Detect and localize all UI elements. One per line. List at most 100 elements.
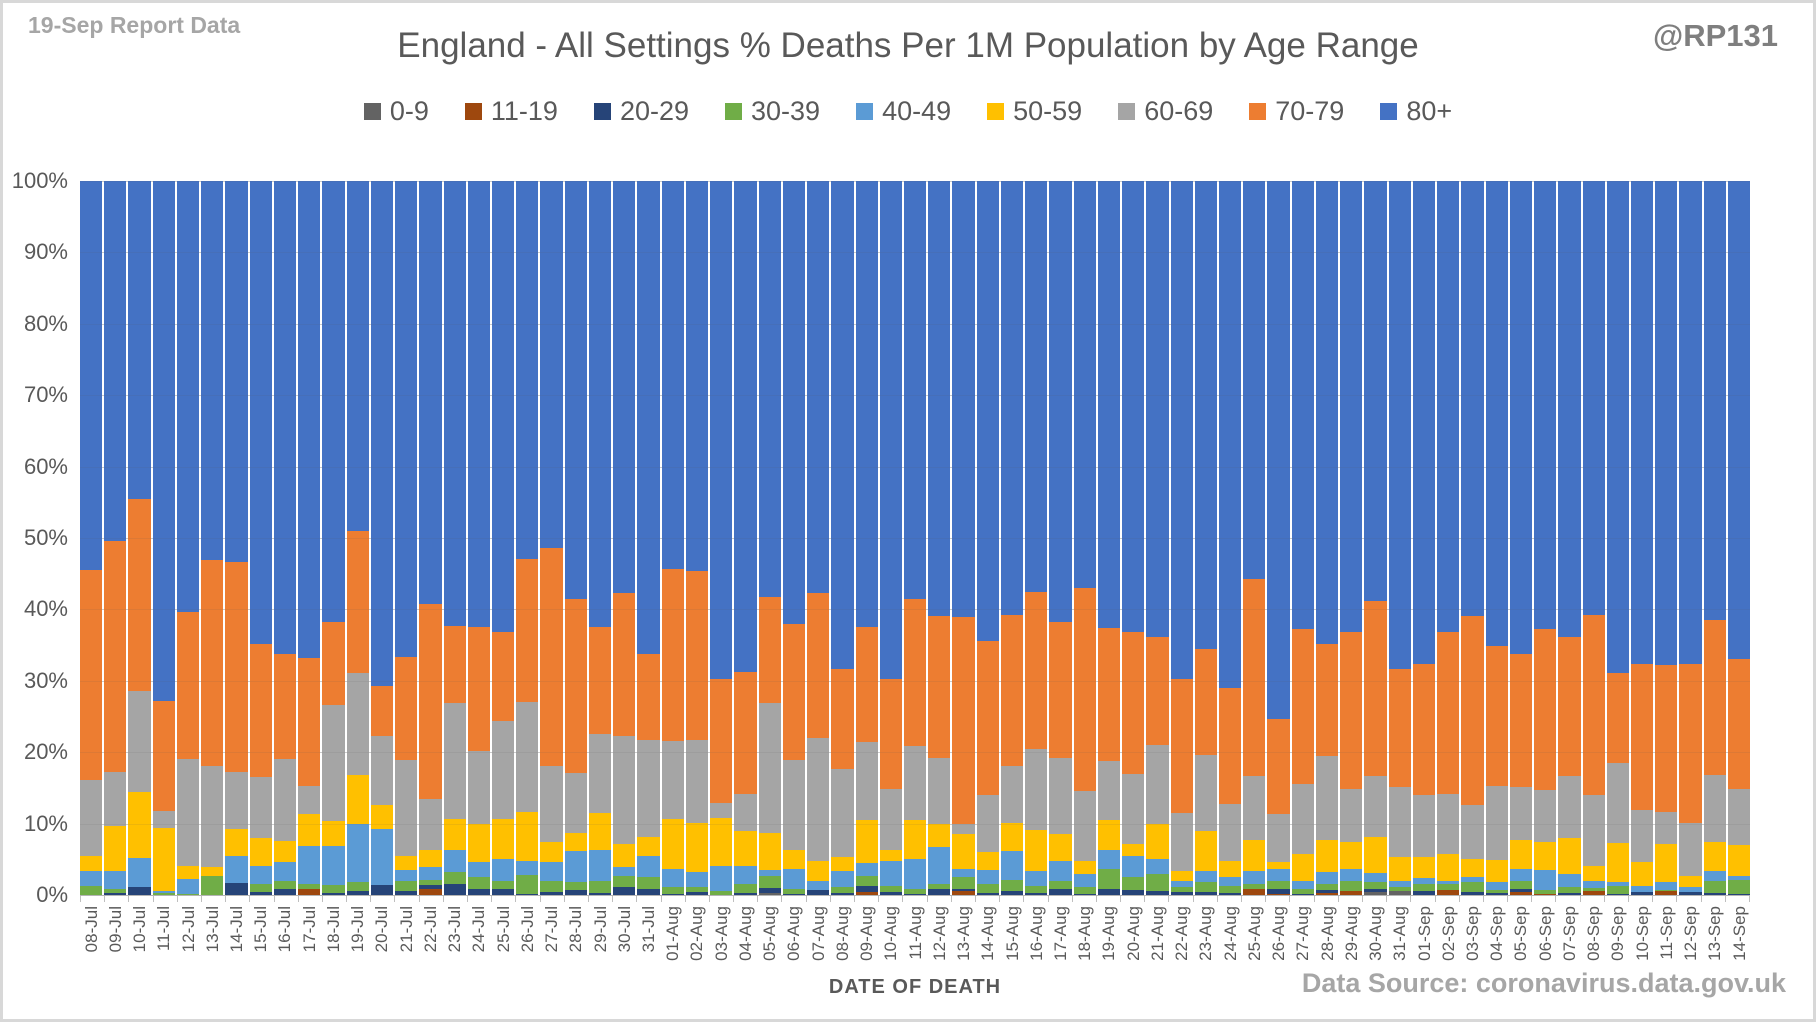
bar-segment-50-59 [467,824,490,863]
bar-segment-30-39 [710,891,733,895]
x-tick [420,896,444,902]
bar-segment-0-9 [758,892,781,895]
bar-segment-70-79 [176,612,200,760]
y-tick-label: 70% [23,382,68,408]
bar-segment-11-19 [1534,893,1557,895]
bar-column-08-Jul [80,181,103,895]
bar-segment-80+ [419,181,442,605]
x-tick-label-cell: 15-Aug [1001,906,1023,972]
bar-column-28-Aug [1315,181,1339,895]
bar-segment-80+ [1509,181,1533,655]
x-tick-label-cell: 20-Aug [1122,906,1144,972]
bar-segment-60-69 [1558,775,1581,838]
bar-segment-50-59 [928,823,951,848]
bar-segment-40-49 [443,849,466,873]
bar-segment-20-29 [734,892,757,895]
bar-segment-80+ [1049,181,1072,623]
bar-segment-80+ [1437,181,1460,633]
legend-swatch-icon [725,103,743,120]
bar-segment-40-49 [225,855,248,883]
bar-segment-40-49 [176,878,200,894]
bar-column-10-Jul [128,181,151,895]
bar-segment-20-29 [903,893,927,895]
bar-segment-60-69 [661,741,684,819]
bar-segment-60-69 [395,760,418,856]
bar-segment-40-49 [491,859,515,881]
x-tick [1000,896,1025,902]
bar-segment-70-79 [1388,669,1411,788]
bar-column-15-Jul [249,181,272,895]
bar-segment-70-79 [807,592,830,738]
bar-segment-50-59 [1534,842,1557,870]
bar-segment-60-69 [152,810,175,828]
legend-swatch-icon [1249,103,1267,120]
bar-segment-30-39 [1267,880,1290,889]
bar-segment-30-39 [1655,889,1678,892]
bar-segment-40-49 [419,867,442,880]
bar-segment-20-29 [1558,892,1581,895]
bar-segment-40-49 [1412,877,1436,885]
bar-segment-70-79 [1000,615,1024,767]
x-tick [662,896,686,902]
x-tick-label: 12-Aug [929,906,949,961]
bar-segment-70-79 [1097,627,1121,761]
x-tick [1387,896,1412,902]
x-tick-label: 14-Jul [227,906,247,953]
bar-column-13-Aug [952,181,975,895]
bar-segment-50-59 [1291,853,1314,882]
x-tick [1266,896,1291,902]
bar-column-10-Aug [879,181,902,895]
x-tick-label: 17-Jul [299,906,319,953]
bar-column-09-Aug [855,181,878,895]
bar-segment-30-39 [613,875,636,888]
bar-segment-30-39 [1097,868,1121,889]
bar-segment-40-49 [976,869,999,885]
bar-segment-80+ [1000,181,1024,616]
bar-segment-50-59 [1049,834,1072,862]
bar-segment-70-79 [661,568,684,742]
bar-segment-80+ [1267,181,1290,719]
x-tick-label-cell: 28-Aug [1316,906,1338,972]
x-tick [1411,896,1436,902]
bar-column-27-Aug [1291,181,1314,895]
bar-column-29-Aug [1340,181,1363,895]
bar-segment-50-59 [903,820,927,859]
bar-segment-30-39 [661,887,684,894]
bar-segment-20-29 [1146,891,1169,895]
bar-segment-30-39 [564,882,587,890]
x-tick [855,896,880,902]
bar-segment-70-79 [1122,631,1145,775]
bar-segment-50-59 [1219,860,1242,878]
x-tick [710,896,735,902]
legend-item-30-39: 30-39 [725,96,820,127]
bar-segment-60-69 [613,736,636,844]
bar-segment-80+ [516,181,539,560]
bar-segment-30-39 [1485,889,1508,893]
bar-segment-80+ [807,181,830,593]
bar-segment-80+ [322,181,345,623]
bar-segment-50-59 [588,812,612,850]
x-tick-label-cell: 24-Jul [468,906,490,972]
legend-item-70-79: 70-79 [1249,96,1344,127]
bar-segment-70-79 [1364,600,1387,776]
bar-segment-80+ [879,181,902,680]
bar-segment-20-29 [491,889,515,895]
bar-segment-40-49 [1025,870,1048,886]
x-tick [976,896,1001,902]
x-tick-label: 12-Sep [1681,906,1701,961]
bar-segment-70-79 [540,547,563,766]
bar-segment-20-29 [419,884,442,890]
x-tick-label: 28-Jul [566,906,586,953]
bar-segment-60-69 [831,768,854,858]
bar-segment-70-79 [1437,632,1460,795]
bar-segment-40-49 [855,862,878,876]
x-tick [734,896,759,902]
bar-segment-60-69 [491,720,515,819]
x-tick [1290,896,1315,902]
bar-segment-50-59 [298,813,321,846]
bar-segment-50-59 [80,856,103,871]
bar-segment-30-39 [201,875,224,895]
bar-segment-80+ [1219,181,1242,688]
x-tick [565,896,589,902]
bar-segment-70-79 [928,615,951,758]
